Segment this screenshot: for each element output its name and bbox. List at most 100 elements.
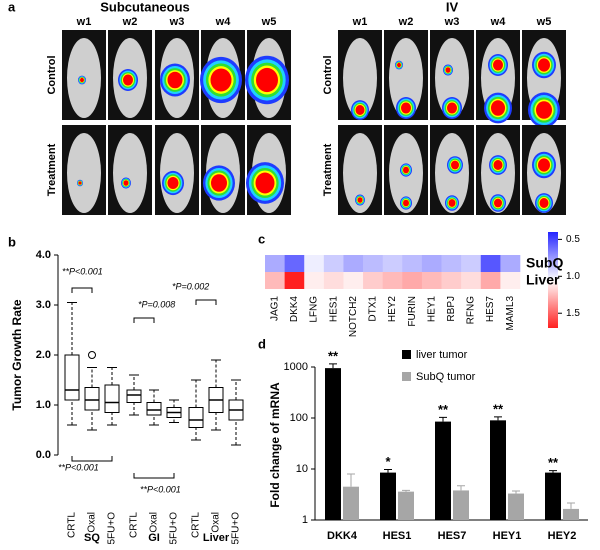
column-label: FURIN — [407, 296, 418, 327]
x-tick-label: 5FU+O — [107, 512, 118, 545]
row-label: Liver — [526, 272, 560, 288]
mouse — [113, 133, 147, 213]
legend-label: SubQ tumor — [416, 371, 476, 383]
bracket — [71, 456, 113, 462]
signal — [536, 101, 552, 119]
signal — [493, 160, 503, 170]
signal — [539, 198, 549, 208]
group-title: IV — [446, 0, 459, 14]
heat-cell — [284, 255, 305, 272]
column-label: LFNG — [309, 296, 320, 323]
column-label: HEY2 — [387, 296, 398, 323]
bar — [380, 472, 396, 520]
signal — [78, 181, 82, 185]
bracket — [133, 317, 155, 323]
heat-cell — [284, 272, 305, 289]
x-tick-label: CRTL — [67, 512, 78, 538]
box — [84, 387, 100, 411]
bar — [490, 420, 506, 520]
panel-label: a — [8, 0, 16, 14]
bar — [398, 491, 414, 520]
group-title: Subcutaneous — [100, 0, 190, 14]
signal — [491, 100, 505, 116]
annotation: ** — [438, 402, 449, 417]
annotation: * — [385, 454, 391, 469]
signal — [403, 199, 409, 207]
colorbar-label: 1.0 — [566, 271, 580, 282]
outlier — [88, 351, 96, 359]
row-label: Control — [322, 55, 334, 94]
error-bar — [567, 502, 575, 509]
x-tick-label: DKK4 — [327, 530, 358, 542]
annotation: **P<0.001 — [58, 462, 99, 472]
heat-cell — [363, 255, 383, 272]
box — [104, 384, 120, 413]
bar — [435, 421, 451, 520]
error-bar — [402, 489, 410, 492]
y-tick-label: 2.0 — [36, 349, 51, 361]
signal — [255, 172, 275, 194]
annotation: **P<0.001 — [140, 484, 181, 494]
mouse — [389, 38, 423, 118]
y-axis-label: Tumor Growth Rate — [10, 299, 24, 410]
annotation: ** — [493, 401, 504, 416]
column-label: w5 — [536, 16, 552, 28]
annotation: *P=0.002 — [172, 281, 209, 291]
signal — [355, 105, 365, 115]
row-label: Treatment — [322, 143, 334, 196]
row-label: SubQ — [526, 255, 563, 271]
column-label: w1 — [76, 16, 92, 28]
signal — [210, 68, 232, 92]
signal — [167, 176, 179, 190]
mouse — [343, 38, 377, 118]
column-label: RFNG — [466, 296, 477, 325]
signal — [123, 180, 129, 186]
mouse — [67, 133, 101, 213]
row-label: Control — [46, 55, 58, 94]
box — [188, 407, 204, 428]
annotation: **P<0.001 — [62, 266, 103, 276]
column-label: HES7 — [485, 296, 496, 323]
bracket — [133, 473, 175, 479]
heat-cell — [304, 272, 325, 289]
signal — [447, 102, 457, 114]
panel-label: c — [258, 231, 265, 246]
box — [146, 402, 162, 416]
x-tick-label: Oxal — [87, 512, 98, 533]
heat-cell — [265, 272, 285, 289]
error-bar — [347, 473, 355, 487]
y-tick-label: 1000 — [284, 361, 308, 373]
x-tick-label: HES7 — [438, 530, 467, 542]
box — [126, 389, 142, 403]
heat-cell — [323, 255, 344, 272]
column-label: DTX1 — [368, 296, 379, 322]
legend-swatch — [402, 372, 411, 381]
legend-swatch — [402, 350, 411, 359]
heat-cell — [500, 272, 521, 289]
signal — [538, 58, 550, 72]
y-tick-label: 4.0 — [36, 249, 51, 261]
heat-cell — [480, 255, 501, 272]
signal — [403, 166, 409, 174]
annotation: *P=0.008 — [138, 299, 175, 309]
signal — [80, 77, 84, 83]
legend-label: liver tumor — [416, 349, 468, 361]
x-tick-label: 5FU+O — [169, 512, 180, 545]
heat-cell — [421, 272, 442, 289]
heat-cell — [265, 255, 285, 272]
bar — [508, 493, 524, 520]
y-axis-label: Fold change of mRNA — [268, 382, 282, 508]
column-label: NOTCH2 — [348, 296, 359, 338]
heat-cell — [363, 272, 383, 289]
bar — [343, 486, 359, 520]
heat-cell — [421, 255, 442, 272]
signal — [256, 67, 278, 93]
group-label: GI — [148, 532, 160, 544]
error-bar — [494, 416, 502, 421]
panel-label: b — [8, 234, 16, 249]
y-tick-label: 10 — [296, 463, 308, 475]
bar — [545, 472, 561, 520]
x-tick-label: Oxal — [211, 512, 222, 533]
y-tick-label: 0.0 — [36, 449, 51, 461]
